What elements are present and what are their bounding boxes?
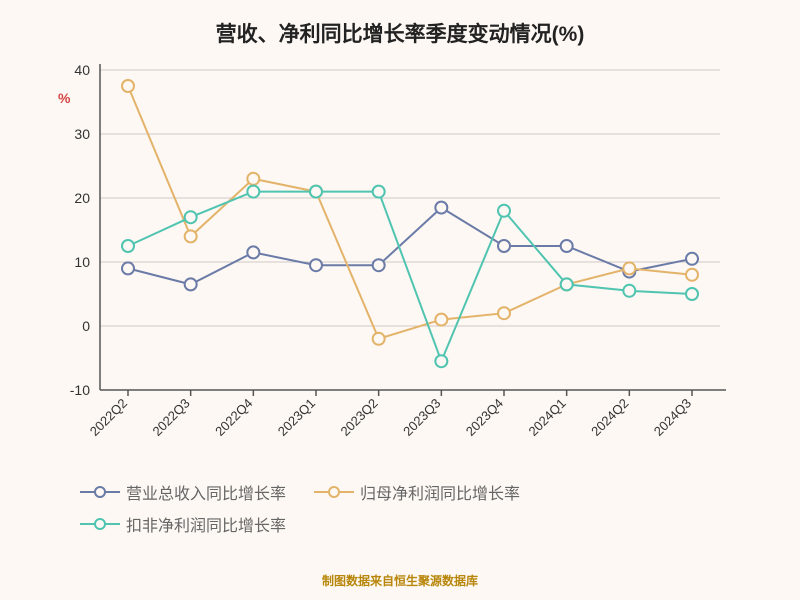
x-tick-label: 2024Q3 [651, 396, 694, 439]
data-marker [623, 262, 635, 274]
data-marker [185, 230, 197, 242]
legend-label: 归母净利润同比增长率 [360, 480, 520, 504]
data-marker [686, 288, 698, 300]
legend-label: 营业总收入同比增长率 [126, 480, 286, 504]
data-marker [122, 240, 134, 252]
x-tick-label: 2024Q2 [588, 396, 631, 439]
x-tick-label: 2023Q2 [337, 396, 380, 439]
x-tick-label: 2022Q3 [149, 396, 192, 439]
legend-item: 归母净利润同比增长率 [314, 480, 520, 504]
series-line [128, 86, 692, 339]
data-marker [686, 269, 698, 281]
data-marker [435, 355, 447, 367]
data-marker [623, 285, 635, 297]
data-marker [686, 253, 698, 265]
y-tick-label: -10 [70, 382, 90, 398]
data-marker [310, 186, 322, 198]
series-line [128, 208, 692, 285]
data-marker [247, 173, 259, 185]
y-tick-label: 20 [74, 190, 90, 206]
x-tick-label: 2024Q1 [525, 396, 568, 439]
data-marker [561, 240, 573, 252]
legend-item: 扣非净利润同比增长率 [80, 512, 286, 536]
legend: 营业总收入同比增长率 归母净利润同比增长率扣非净利润同比增长率 [80, 480, 720, 536]
y-tick-label: 30 [74, 126, 90, 142]
data-marker [310, 259, 322, 271]
data-marker [561, 278, 573, 290]
data-marker [435, 202, 447, 214]
data-marker [373, 186, 385, 198]
data-marker [185, 211, 197, 223]
legend-item: 营业总收入同比增长率 [80, 480, 286, 504]
data-marker [373, 259, 385, 271]
legend-swatch [80, 517, 120, 531]
data-marker [435, 314, 447, 326]
legend-swatch [314, 485, 354, 499]
y-tick-label: 10 [74, 254, 90, 270]
x-tick-label: 2023Q4 [463, 396, 506, 439]
data-marker [122, 80, 134, 92]
footer-credit: 制图数据来自恒生聚源数据库 [0, 572, 800, 589]
data-marker [122, 262, 134, 274]
x-tick-label: 2022Q4 [212, 396, 255, 439]
data-marker [185, 278, 197, 290]
data-marker [498, 240, 510, 252]
x-tick-label: 2023Q3 [400, 396, 443, 439]
x-tick-label: 2022Q2 [87, 396, 130, 439]
data-marker [373, 333, 385, 345]
data-marker [247, 246, 259, 258]
legend-label: 扣非净利润同比增长率 [126, 512, 286, 536]
y-tick-label: 40 [74, 62, 90, 78]
y-tick-label: 0 [82, 318, 90, 334]
x-tick-label: 2023Q1 [275, 396, 318, 439]
legend-swatch [80, 485, 120, 499]
data-marker [247, 186, 259, 198]
data-marker [498, 205, 510, 217]
data-marker [498, 307, 510, 319]
